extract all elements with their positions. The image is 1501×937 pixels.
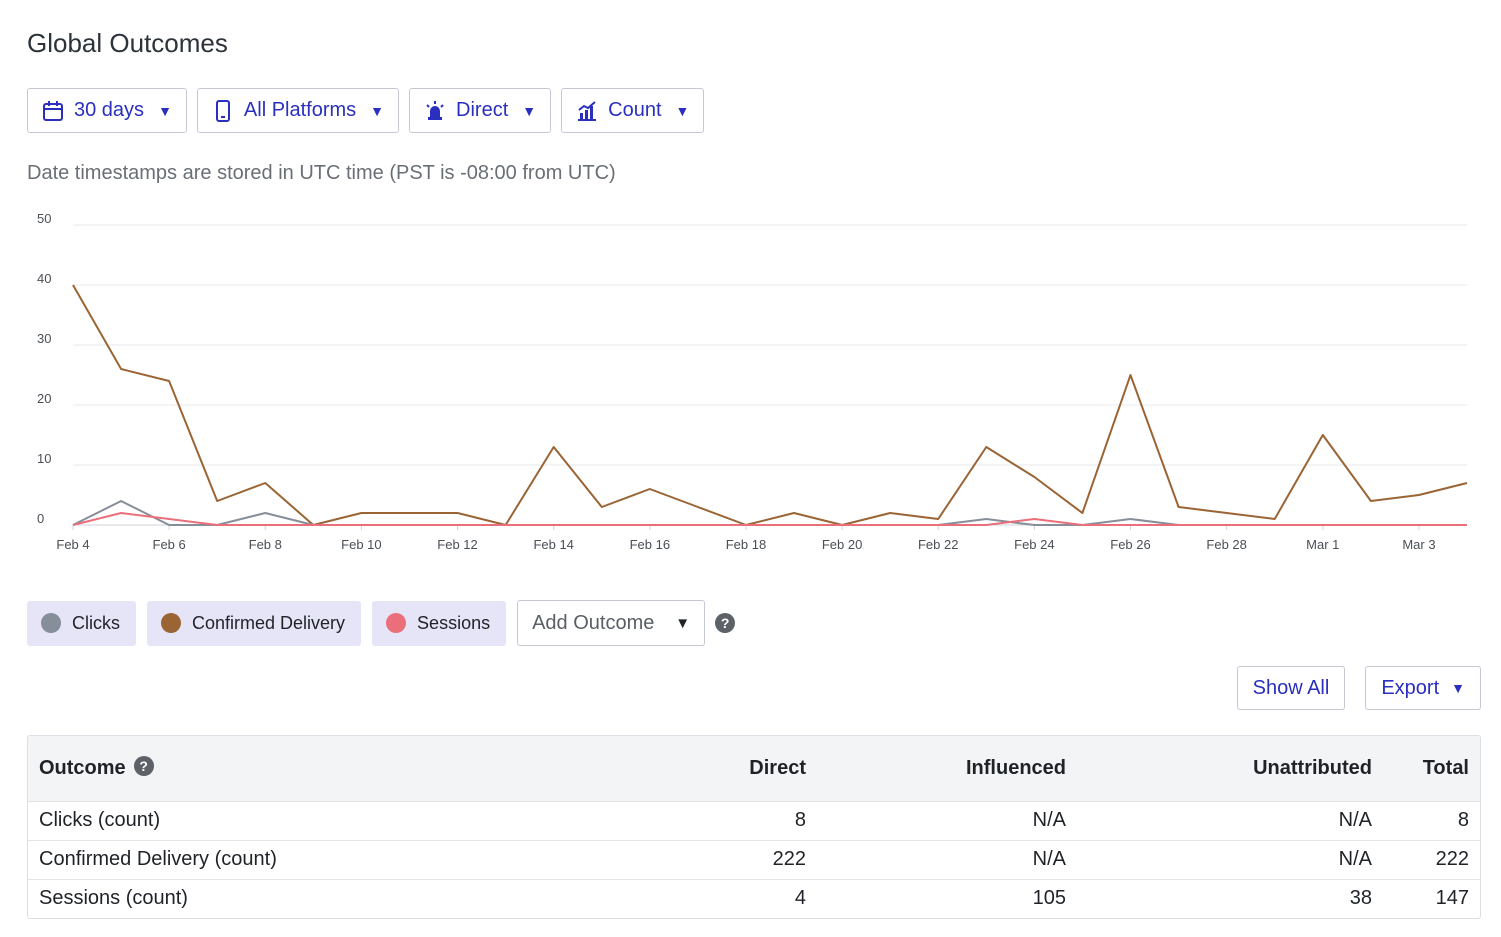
direct-cell: 222 xyxy=(772,848,806,870)
y-tick-label: 30 xyxy=(37,331,51,346)
help-icon[interactable]: ? xyxy=(133,756,154,777)
outcomes-line-chart: 0 10 20 30 40 50 Feb 4 Feb 6 Feb 8 Feb 10 Feb 12 Fe… xyxy=(37,211,1468,552)
x-tick-label: Feb 20 xyxy=(822,537,862,552)
column-header-total[interactable]: Total xyxy=(1422,756,1469,779)
legend-chip-clicks[interactable]: Clicks xyxy=(27,600,136,646)
legend-chip-label: Clicks xyxy=(72,612,120,633)
total-cell: 8 xyxy=(1457,809,1469,831)
column-header-unattributed[interactable]: Unattributed xyxy=(1253,756,1372,779)
x-tick-label: Feb 10 xyxy=(341,537,381,552)
x-tick-label: Feb 24 xyxy=(1014,537,1054,552)
x-tick-label: Feb 28 xyxy=(1206,537,1246,552)
table-row: Sessions (count) 4 105 38 147 xyxy=(28,879,1480,918)
sessions-color-dot xyxy=(386,613,407,633)
platform-dropdown[interactable]: All Platforms ▼ xyxy=(196,88,400,133)
date-range-dropdown[interactable]: 30 days ▼ xyxy=(27,88,187,133)
show-all-button[interactable]: Show All xyxy=(1236,666,1346,710)
caret-down-icon: ▼ xyxy=(675,614,691,632)
confirmed-delivery-color-dot xyxy=(161,613,181,633)
total-cell: 147 xyxy=(1435,887,1469,910)
add-outcome-label: Add Outcome xyxy=(532,611,655,634)
y-tick-label: 50 xyxy=(37,211,51,226)
total-cell: 222 xyxy=(1435,848,1469,870)
x-tick-label: Feb 22 xyxy=(918,537,958,552)
unattributed-cell: 38 xyxy=(1349,887,1372,910)
y-tick-label: 20 xyxy=(37,391,51,406)
column-header-direct[interactable]: Direct xyxy=(749,756,806,779)
series-line-sessions xyxy=(72,512,1467,526)
calendar-icon xyxy=(42,100,64,122)
utc-note: Date timestamps are stored in UTC time (… xyxy=(27,162,616,184)
direct-cell: 4 xyxy=(794,887,806,910)
alarm-light-icon xyxy=(424,100,446,122)
table-header-row: Outcome? Direct Influenced Unattributed … xyxy=(28,736,1480,801)
date-range-label: 30 days xyxy=(74,99,145,121)
outcome-cell: Confirmed Delivery (count) xyxy=(39,848,277,870)
metric-label: Count xyxy=(608,99,662,121)
x-tick-label: Feb 8 xyxy=(249,537,282,552)
attribution-label: Direct xyxy=(456,99,509,121)
y-tick-label: 0 xyxy=(37,511,44,526)
x-tick-label: Feb 16 xyxy=(630,537,670,552)
outcome-legend: Clicks Confirmed Delivery Sessions Add O… xyxy=(27,600,736,646)
show-all-label: Show All xyxy=(1252,676,1330,699)
clicks-color-dot xyxy=(41,613,61,633)
legend-chip-label: Sessions xyxy=(417,612,491,633)
unattributed-cell: N/A xyxy=(1338,809,1372,831)
bar-chart-icon xyxy=(576,100,598,122)
legend-chip-sessions[interactable]: Sessions xyxy=(372,600,507,646)
table-actions: Show All Export ▼ xyxy=(1217,666,1481,710)
help-icon[interactable]: ? xyxy=(715,613,736,633)
influenced-cell: 105 xyxy=(1032,887,1066,910)
outcomes-table: Outcome? Direct Influenced Unattributed … xyxy=(27,735,1481,919)
export-dropdown[interactable]: Export ▼ xyxy=(1365,666,1481,710)
x-tick-label: Feb 6 xyxy=(153,537,186,552)
column-header-label: Outcome xyxy=(39,756,126,779)
x-tick-label: Feb 12 xyxy=(437,537,477,552)
column-header-influenced[interactable]: Influenced xyxy=(965,756,1066,779)
series-line-confirmed-delivery xyxy=(72,284,1468,526)
x-tick-label: Feb 4 xyxy=(56,537,89,552)
x-tick-label: Feb 14 xyxy=(533,537,573,552)
x-tick-label: Mar 3 xyxy=(1402,537,1435,552)
caret-down-icon: ▼ xyxy=(158,102,172,119)
column-header-outcome: Outcome? xyxy=(28,736,610,801)
page-title: Global Outcomes xyxy=(27,28,228,58)
export-label: Export xyxy=(1381,676,1440,699)
attribution-dropdown[interactable]: Direct ▼ xyxy=(409,88,552,133)
caret-down-icon: ▼ xyxy=(1451,680,1465,696)
table-row: Clicks (count) 8 N/A N/A 8 xyxy=(28,801,1480,840)
direct-cell: 8 xyxy=(794,809,806,831)
x-tick-label: Mar 1 xyxy=(1306,537,1339,552)
x-tick-label: Feb 18 xyxy=(726,537,766,552)
y-tick-label: 10 xyxy=(37,451,51,466)
add-outcome-dropdown[interactable]: Add Outcome ▼ xyxy=(517,600,706,646)
metric-dropdown[interactable]: Count ▼ xyxy=(561,88,705,133)
filter-bar: 30 days ▼ All Platforms ▼ Direct ▼ Count… xyxy=(27,88,714,133)
caret-down-icon: ▼ xyxy=(522,102,537,119)
table-row: Confirmed Delivery (count) 222 N/A N/A 2… xyxy=(28,840,1480,879)
x-tick-label: Feb 26 xyxy=(1110,537,1150,552)
outcome-cell: Clicks (count) xyxy=(39,809,161,831)
caret-down-icon: ▼ xyxy=(370,102,385,119)
caret-down-icon: ▼ xyxy=(675,102,690,119)
platform-label: All Platforms xyxy=(243,99,357,121)
series-line-clicks xyxy=(72,500,1467,526)
influenced-cell: N/A xyxy=(1032,809,1066,831)
legend-chip-confirmed-delivery[interactable]: Confirmed Delivery xyxy=(147,600,362,646)
mobile-device-icon xyxy=(212,99,234,122)
y-tick-label: 40 xyxy=(37,271,51,286)
unattributed-cell: N/A xyxy=(1338,848,1372,870)
legend-chip-label: Confirmed Delivery xyxy=(192,612,346,633)
outcome-cell: Sessions (count) xyxy=(39,887,188,910)
influenced-cell: N/A xyxy=(1032,848,1066,870)
